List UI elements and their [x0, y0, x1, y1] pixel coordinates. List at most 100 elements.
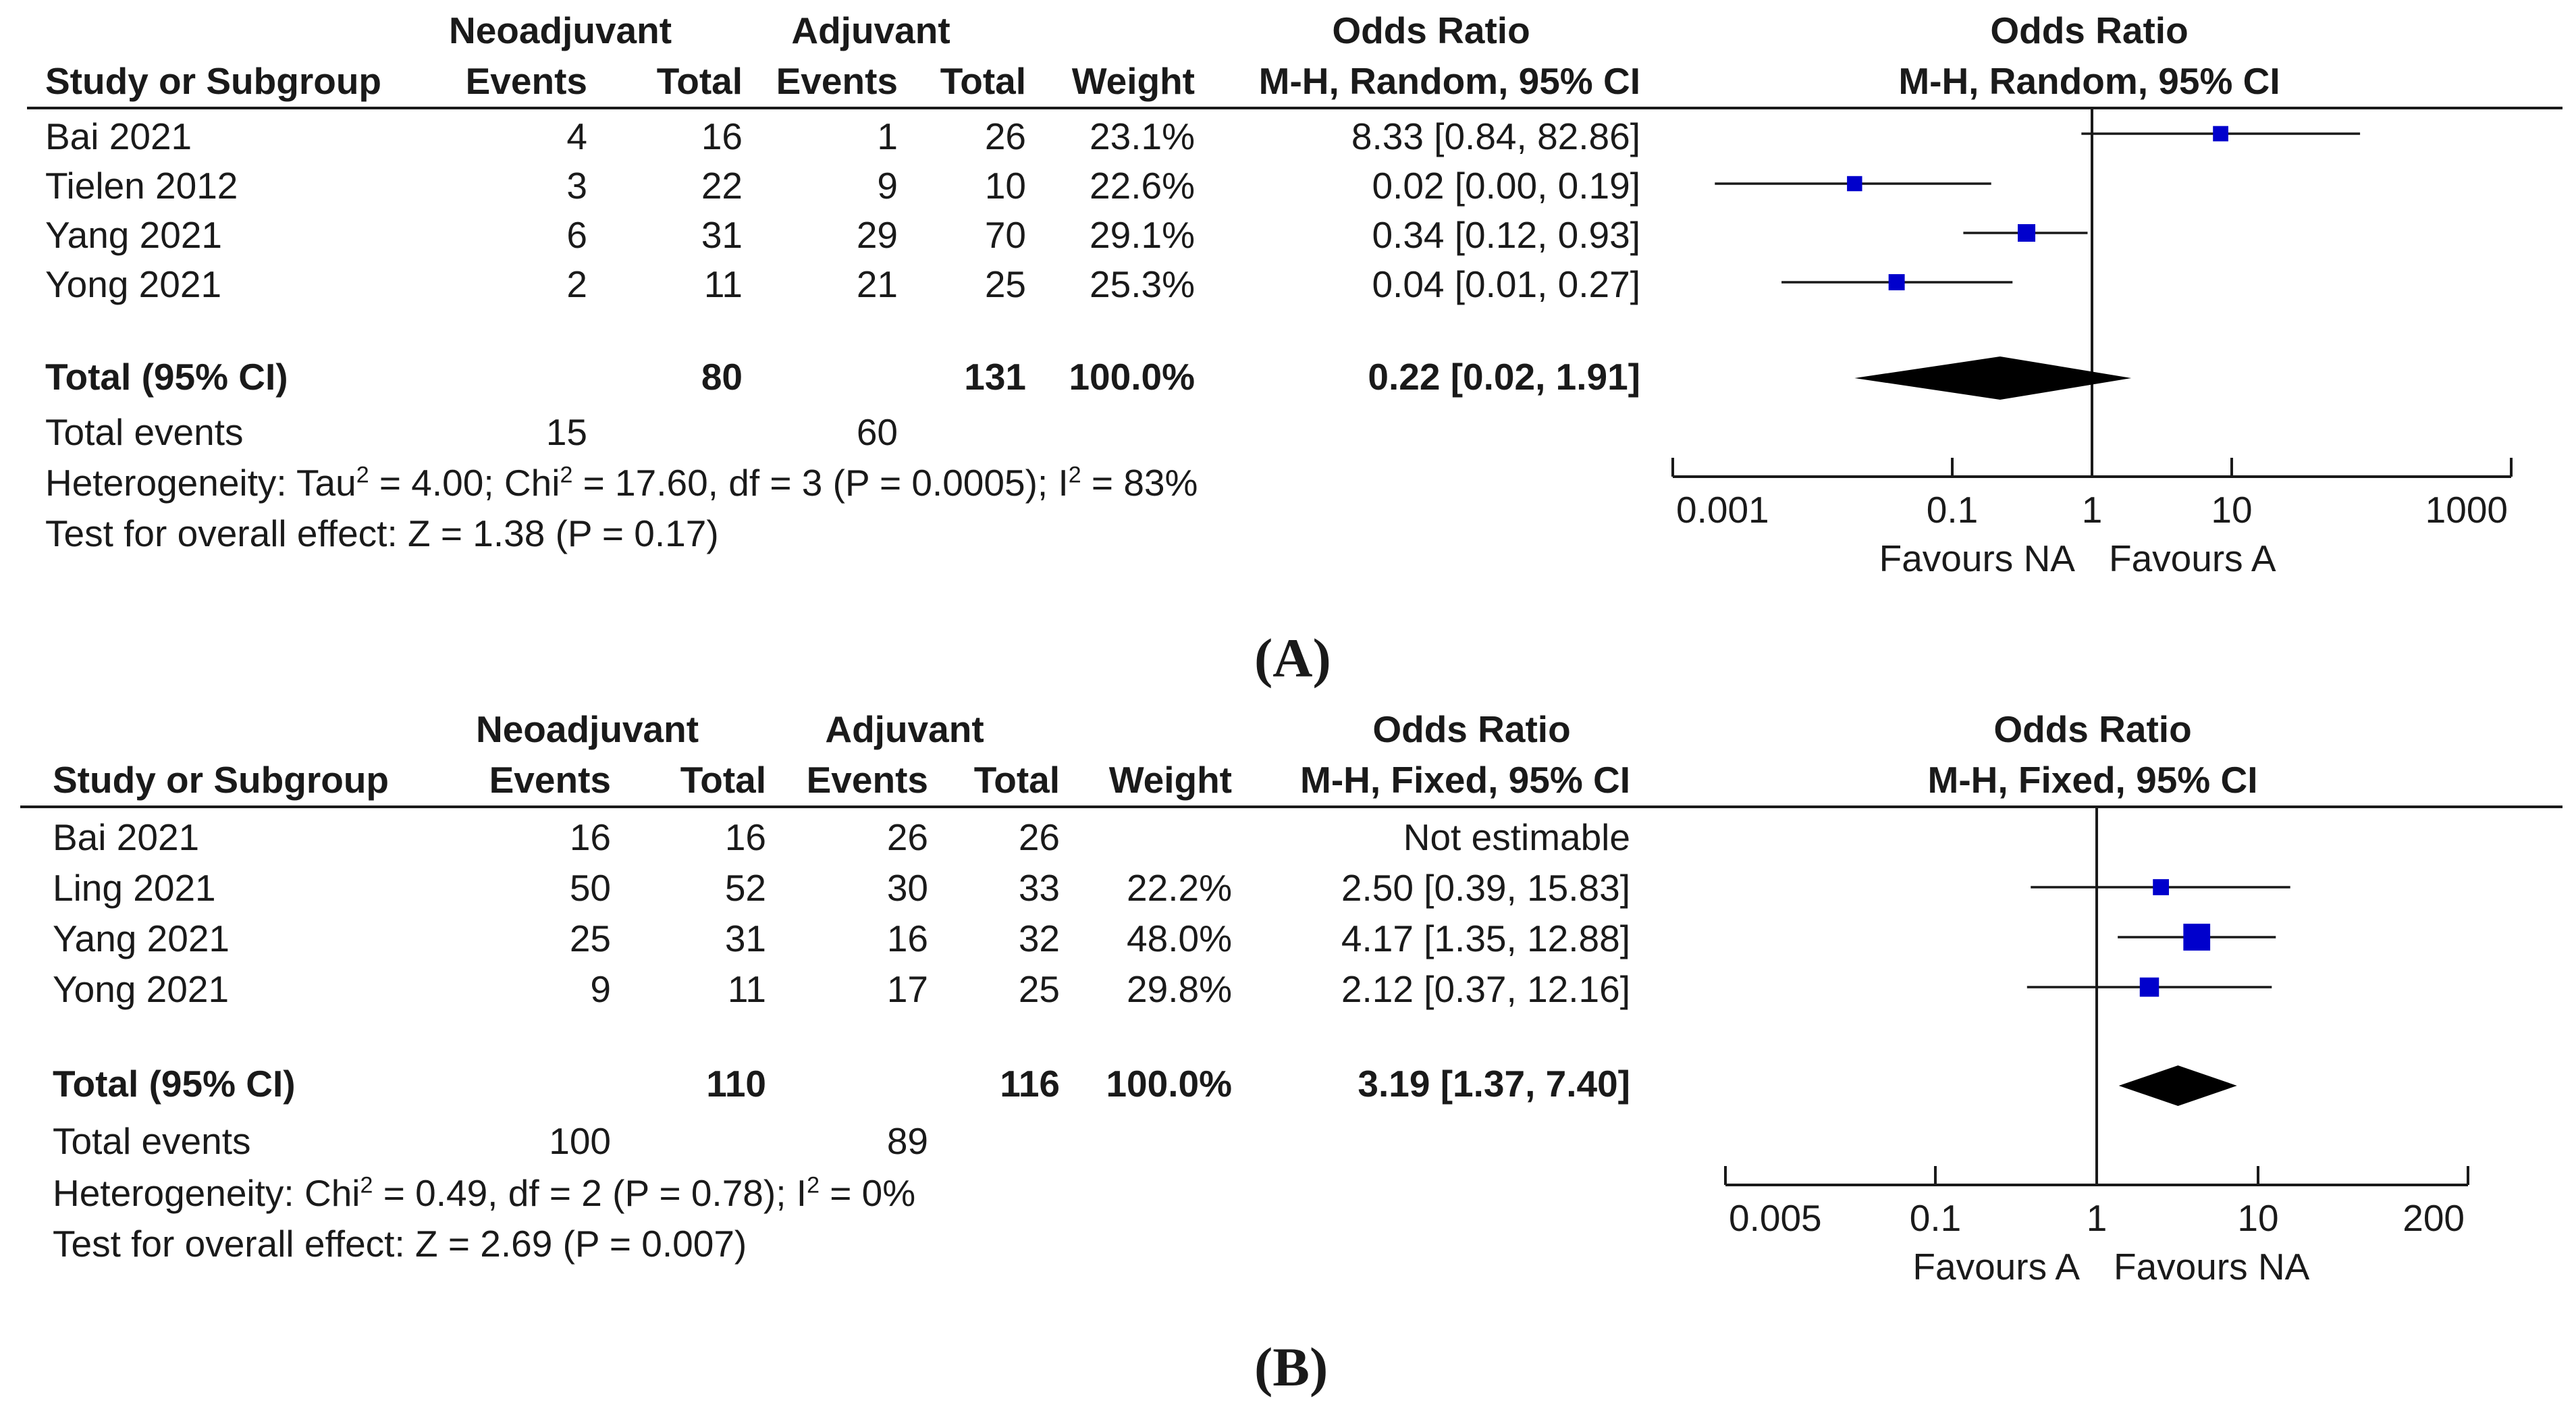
x-tick-label: 10: [2237, 1197, 2278, 1239]
header-total-2: Total: [973, 759, 1060, 801]
x-tick-label: 1: [2087, 1197, 2108, 1239]
header-study: Study or Subgroup: [45, 60, 382, 102]
favours-right-label: Favours A: [2109, 537, 2276, 579]
forest-plot-a-graphic: 0.001 0.1 1 10 1000 Favours NA Favours A: [1671, 108, 2513, 579]
header-group1: Neoadjuvant: [448, 9, 672, 51]
header-or-method: M-H, Fixed, 95% CI: [1300, 759, 1630, 801]
total-2: 70: [984, 214, 1026, 256]
study-marker: [2153, 879, 2169, 895]
header-weight: Weight: [1108, 759, 1232, 801]
header-plot-method: M-H, Fixed, 95% CI: [1927, 759, 2258, 801]
events-2: 9: [877, 165, 898, 207]
overall-effect-text: Test for overall effect: Z = 2.69 (P = 0…: [53, 1223, 747, 1265]
x-tick-label: 0.005: [1729, 1197, 1822, 1239]
pooled-diamond: [2118, 1065, 2237, 1106]
x-tick-label: 10: [2211, 489, 2252, 531]
total-odds-ratio-ci: 0.22 [0.02, 1.91]: [1368, 356, 1640, 398]
study-name: Tielen 2012: [45, 165, 238, 207]
total-events-1: 100: [549, 1120, 611, 1162]
total-2: 25: [984, 263, 1026, 305]
x-tick-label: 0.1: [1910, 1197, 1961, 1239]
header-plot-title: Odds Ratio: [1993, 708, 2192, 750]
study-marker: [1847, 176, 1862, 192]
odds-ratio-ci: 2.12 [0.37, 12.16]: [1341, 968, 1630, 1010]
header-events-2: Events: [806, 759, 928, 801]
events-1: 3: [566, 165, 587, 207]
total-events-2: 89: [886, 1120, 928, 1162]
total-2: 116: [1000, 1063, 1060, 1105]
total-1: 16: [724, 816, 766, 858]
overall-effect-text: Test for overall effect: Z = 1.38 (P = 0…: [45, 512, 719, 554]
total-2: 26: [1018, 816, 1060, 858]
total-2: 32: [1018, 918, 1060, 959]
x-tick-label: 0.1: [1927, 489, 1978, 531]
odds-ratio-ci: 0.34 [0.12, 0.93]: [1372, 214, 1640, 256]
study-marker: [1888, 274, 1905, 290]
study-name: Yang 2021: [53, 918, 230, 959]
events-1: 16: [569, 816, 611, 858]
forest-plot-b: Neoadjuvant Adjuvant Odds Ratio Odds Rat…: [0, 699, 2576, 1398]
header-rule: [27, 107, 2562, 109]
weight: 29.8%: [1127, 968, 1232, 1010]
odds-ratio-ci: 4.17 [1.35, 12.88]: [1341, 918, 1630, 959]
events-1: 9: [590, 968, 611, 1010]
study-marker: [2018, 223, 2036, 242]
events-2: 30: [886, 867, 928, 909]
study-name: Ling 2021: [53, 867, 216, 909]
events-1: 25: [569, 918, 611, 959]
header-group1: Neoadjuvant: [475, 708, 699, 750]
header-group2: Adjuvant: [791, 9, 950, 51]
total-2: 10: [984, 165, 1026, 207]
total-odds-ratio-ci: 3.19 [1.37, 7.40]: [1358, 1063, 1630, 1105]
study-name: Yong 2021: [45, 263, 222, 305]
favours-left-label: Favours A: [1912, 1246, 2080, 1288]
total-events-1: 15: [545, 411, 587, 453]
favours-left-label: Favours NA: [1879, 537, 2076, 579]
odds-ratio-ci: 0.02 [0.00, 0.19]: [1372, 165, 1640, 207]
events-1: 2: [566, 263, 587, 305]
header-events-2: Events: [776, 60, 898, 102]
total-2: 25: [1018, 968, 1060, 1010]
pooled-diamond: [1854, 356, 2132, 400]
total-weight: 100.0%: [1069, 356, 1195, 398]
odds-ratio-ci: Not estimable: [1403, 816, 1630, 858]
weight: 22.6%: [1090, 165, 1195, 207]
events-1: 50: [569, 867, 611, 909]
header-or-title: Odds Ratio: [1372, 708, 1571, 750]
total-1: 16: [701, 115, 743, 157]
panel-label-a: (A): [1254, 627, 1331, 689]
header-total-2: Total: [940, 60, 1026, 102]
heterogeneity-text: Heterogeneity: Tau2 = 4.00; Chi2 = 17.60…: [45, 462, 1198, 504]
total-events-label: Total events: [53, 1120, 251, 1162]
total-2: 26: [984, 115, 1026, 157]
total-events-label: Total events: [45, 411, 244, 453]
weight: 29.1%: [1090, 214, 1195, 256]
total-2: 33: [1018, 867, 1060, 909]
total-1: 31: [724, 918, 766, 959]
study-marker: [2213, 126, 2228, 142]
total-2: 131: [964, 356, 1026, 398]
total-1: 110: [706, 1063, 766, 1105]
total-1: 31: [701, 214, 743, 256]
events-1: 4: [566, 115, 587, 157]
panel-label-b: (B): [1254, 1336, 1329, 1398]
x-tick-label: 0.001: [1676, 489, 1769, 531]
header-events-1: Events: [465, 60, 587, 102]
x-tick-label: 200: [2403, 1197, 2465, 1239]
total-events-2: 60: [856, 411, 898, 453]
header-plot-method: M-H, Random, 95% CI: [1898, 60, 2280, 102]
total-1: 11: [727, 968, 766, 1010]
events-2: 26: [886, 816, 928, 858]
header-total-1: Total: [656, 60, 743, 102]
study-name: Bai 2021: [53, 816, 200, 858]
weight: 22.2%: [1127, 867, 1232, 909]
total-1: 11: [703, 263, 743, 305]
odds-ratio-ci: 2.50 [0.39, 15.83]: [1341, 867, 1630, 909]
header-or-method: M-H, Random, 95% CI: [1258, 60, 1640, 102]
header-events-1: Events: [489, 759, 611, 801]
study-name: Bai 2021: [45, 115, 192, 157]
header-study: Study or Subgroup: [53, 759, 390, 801]
study-marker: [2183, 924, 2211, 951]
forest-plot-b-graphic: 0.005 0.1 1 10 200 Favours A Favours NA: [1724, 807, 2469, 1288]
study-marker: [2139, 977, 2159, 997]
